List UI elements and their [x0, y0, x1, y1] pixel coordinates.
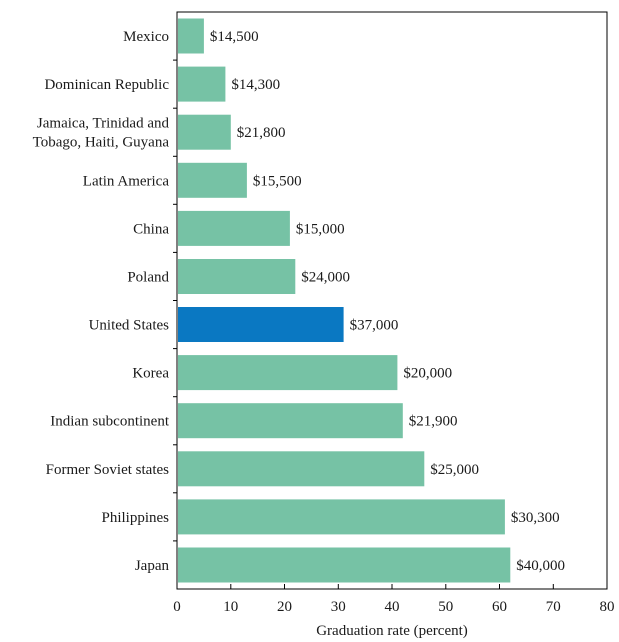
x-tick-label: 20 [277, 599, 292, 615]
data-label: $14,300 [231, 77, 280, 93]
category-label-line: Former Soviet states [46, 462, 169, 478]
category-label: Dominican Republic [44, 77, 169, 93]
bar [178, 499, 505, 535]
category-label-line: Dominican Republic [44, 77, 169, 93]
category-labels: Mexico Dominican Republic Jamaica, Trinida… [33, 29, 170, 574]
data-label: $15,500 [253, 173, 302, 189]
data-label: $21,800 [237, 125, 286, 141]
data-label: $24,000 [301, 270, 350, 286]
category-label-line: Jamaica, Trinidad and [37, 116, 170, 132]
category-label: Indian subcontinent [50, 414, 170, 430]
data-label: $37,000 [350, 318, 399, 334]
bar [178, 451, 425, 487]
data-label: $30,300 [511, 510, 560, 526]
x-tick-label: 0 [173, 599, 181, 615]
x-tick-label: 40 [385, 599, 400, 615]
category-label-line: Philippines [101, 510, 169, 526]
category-label-line: Korea [132, 366, 169, 382]
category-label-line: Japan [135, 558, 170, 574]
bars-group [178, 18, 511, 583]
category-label: China [133, 221, 169, 237]
bar [178, 18, 204, 54]
category-label: Former Soviet states [46, 462, 169, 478]
x-axis-title: Graduation rate (percent) [316, 623, 468, 639]
data-label: $25,000 [430, 462, 479, 478]
category-label: Korea [132, 366, 169, 382]
bar [178, 307, 344, 342]
data-label: $20,000 [403, 366, 452, 382]
category-label: Jamaica, Trinidad and Tobago, Haiti, Guya… [33, 116, 170, 151]
category-label: Philippines [101, 510, 169, 526]
bar [178, 162, 247, 198]
x-tick-label: 60 [492, 599, 507, 615]
category-label-line: Tobago, Haiti, Guyana [33, 135, 170, 151]
data-labels: $14,500 $14,300 $21,800 $15,500 $15,000 $24,0… [210, 29, 565, 574]
category-label: Latin America [83, 173, 170, 189]
category-label: United States [89, 318, 170, 334]
bar [178, 66, 226, 102]
x-tick-label: 30 [331, 599, 346, 615]
bar [178, 403, 403, 439]
x-tick-label: 50 [438, 599, 453, 615]
category-label-line: Mexico [123, 29, 169, 45]
bar [178, 355, 398, 391]
data-label: $40,000 [516, 558, 565, 574]
category-label: Japan [135, 558, 170, 574]
bar [178, 259, 296, 294]
x-tick-label: 10 [223, 599, 238, 615]
category-label: Mexico [123, 29, 169, 45]
x-tick-label: 80 [600, 599, 615, 615]
category-label-line: United States [89, 318, 170, 334]
data-label: $21,900 [409, 414, 458, 430]
x-ticks: 0 10 20 30 40 50 60 70 80 [173, 584, 615, 615]
bar [178, 210, 290, 246]
category-label: Poland [127, 270, 169, 286]
bar [178, 114, 231, 150]
bar [178, 547, 511, 583]
category-label-line: China [133, 221, 169, 237]
x-tick-label: 70 [546, 599, 561, 615]
category-label-line: Indian subcontinent [50, 414, 170, 430]
category-label-line: Poland [127, 270, 169, 286]
category-label-line: Latin America [83, 173, 170, 189]
data-label: $15,000 [296, 221, 345, 237]
data-label: $14,500 [210, 29, 259, 45]
